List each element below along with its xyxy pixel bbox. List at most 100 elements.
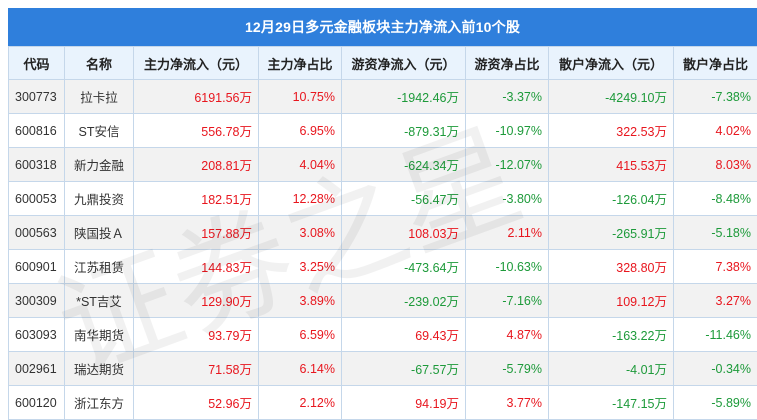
col-header-retail-inflow: 散户净流入（元） — [549, 47, 674, 80]
retail-inflow-cell: 109.12万 — [549, 284, 674, 318]
main-inflow-cell: 182.51万 — [134, 182, 259, 216]
money-flow-table: 代码 名称 主力净流入（元） 主力净占比 游资净流入（元） 游资净占比 散户净流… — [8, 46, 757, 420]
retail-ratio-cell: -7.38% — [674, 80, 757, 114]
hot-inflow-cell: 69.43万 — [342, 318, 466, 352]
stock-code-cell: 002961 — [9, 352, 65, 386]
hot-inflow-cell: -624.34万 — [342, 148, 466, 182]
main-ratio-cell: 2.12% — [259, 386, 342, 420]
retail-ratio-cell: -11.46% — [674, 318, 757, 352]
hot-ratio-cell: 2.11% — [466, 216, 549, 250]
hot-ratio-cell: -10.63% — [466, 250, 549, 284]
hot-inflow-cell: -239.02万 — [342, 284, 466, 318]
hot-inflow-cell: -56.47万 — [342, 182, 466, 216]
hot-inflow-cell: -1942.46万 — [342, 80, 466, 114]
retail-inflow-cell: -126.04万 — [549, 182, 674, 216]
stock-name-cell: 南华期货 — [65, 318, 134, 352]
stock-name-cell: 陕国投Ａ — [65, 216, 134, 250]
retail-ratio-cell: -8.48% — [674, 182, 757, 216]
main-inflow-cell: 129.90万 — [134, 284, 259, 318]
stock-name-cell: 江苏租赁 — [65, 250, 134, 284]
stock-name-cell: 拉卡拉 — [65, 80, 134, 114]
table-title: 12月29日多元金融板块主力净流入前10个股 — [8, 8, 757, 46]
main-ratio-cell: 4.04% — [259, 148, 342, 182]
retail-ratio-cell: -5.89% — [674, 386, 757, 420]
main-inflow-cell: 71.58万 — [134, 352, 259, 386]
hot-inflow-cell: -879.31万 — [342, 114, 466, 148]
main-ratio-cell: 12.28% — [259, 182, 342, 216]
hot-inflow-cell: -473.64万 — [342, 250, 466, 284]
hot-inflow-cell: -67.57万 — [342, 352, 466, 386]
main-ratio-cell: 6.59% — [259, 318, 342, 352]
hot-ratio-cell: -12.07% — [466, 148, 549, 182]
retail-inflow-cell: -4249.10万 — [549, 80, 674, 114]
retail-ratio-cell: 7.38% — [674, 250, 757, 284]
col-header-name: 名称 — [65, 47, 134, 80]
col-header-retail-ratio: 散户净占比 — [674, 47, 757, 80]
main-inflow-cell: 6191.56万 — [134, 80, 259, 114]
retail-inflow-cell: 328.80万 — [549, 250, 674, 284]
hot-ratio-cell: -3.37% — [466, 80, 549, 114]
main-inflow-cell: 157.88万 — [134, 216, 259, 250]
col-header-hot-ratio: 游资净占比 — [466, 47, 549, 80]
main-inflow-cell: 556.78万 — [134, 114, 259, 148]
main-inflow-cell: 208.81万 — [134, 148, 259, 182]
hot-inflow-cell: 108.03万 — [342, 216, 466, 250]
stock-code-cell: 600318 — [9, 148, 65, 182]
main-inflow-cell: 52.96万 — [134, 386, 259, 420]
col-header-hot-inflow: 游资净流入（元） — [342, 47, 466, 80]
hot-ratio-cell: 3.77% — [466, 386, 549, 420]
retail-inflow-cell: 415.53万 — [549, 148, 674, 182]
main-ratio-cell: 3.25% — [259, 250, 342, 284]
hot-ratio-cell: -10.97% — [466, 114, 549, 148]
stock-name-cell: *ST吉艾 — [65, 284, 134, 318]
main-ratio-cell: 10.75% — [259, 80, 342, 114]
stock-code-cell: 603093 — [9, 318, 65, 352]
main-ratio-cell: 6.14% — [259, 352, 342, 386]
main-ratio-cell: 6.95% — [259, 114, 342, 148]
retail-inflow-cell: -147.15万 — [549, 386, 674, 420]
stock-name-cell: 瑞达期货 — [65, 352, 134, 386]
stock-code-cell: 000563 — [9, 216, 65, 250]
money-flow-table-panel: 12月29日多元金融板块主力净流入前10个股 代码 名称 主力净流入（元） 主力… — [8, 8, 757, 420]
header-row: 代码 名称 主力净流入（元） 主力净占比 游资净流入（元） 游资净占比 散户净流… — [9, 47, 757, 80]
hot-ratio-cell: -5.79% — [466, 352, 549, 386]
stock-code-cell: 600901 — [9, 250, 65, 284]
stock-name-cell: 新力金融 — [65, 148, 134, 182]
stock-name-cell: 九鼎投资 — [65, 182, 134, 216]
main-ratio-cell: 3.08% — [259, 216, 342, 250]
stock-code-cell: 300309 — [9, 284, 65, 318]
retail-ratio-cell: 3.27% — [674, 284, 757, 318]
col-header-code: 代码 — [9, 47, 65, 80]
col-header-main-inflow: 主力净流入（元） — [134, 47, 259, 80]
retail-ratio-cell: -5.18% — [674, 216, 757, 250]
stock-code-cell: 600120 — [9, 386, 65, 420]
main-inflow-cell: 93.79万 — [134, 318, 259, 352]
stock-name-cell: 浙江东方 — [65, 386, 134, 420]
retail-ratio-cell: 8.03% — [674, 148, 757, 182]
main-inflow-cell: 144.83万 — [134, 250, 259, 284]
main-ratio-cell: 3.89% — [259, 284, 342, 318]
stock-name-cell: ST安信 — [65, 114, 134, 148]
retail-ratio-cell: -0.34% — [674, 352, 757, 386]
hot-inflow-cell: 94.19万 — [342, 386, 466, 420]
retail-inflow-cell: -265.91万 — [549, 216, 674, 250]
hot-ratio-cell: -7.16% — [466, 284, 549, 318]
hot-ratio-cell: -3.80% — [466, 182, 549, 216]
retail-inflow-cell: -4.01万 — [549, 352, 674, 386]
stock-code-cell: 600816 — [9, 114, 65, 148]
retail-inflow-cell: -163.22万 — [549, 318, 674, 352]
retail-ratio-cell: 4.02% — [674, 114, 757, 148]
hot-ratio-cell: 4.87% — [466, 318, 549, 352]
stock-code-cell: 300773 — [9, 80, 65, 114]
col-header-main-ratio: 主力净占比 — [259, 47, 342, 80]
